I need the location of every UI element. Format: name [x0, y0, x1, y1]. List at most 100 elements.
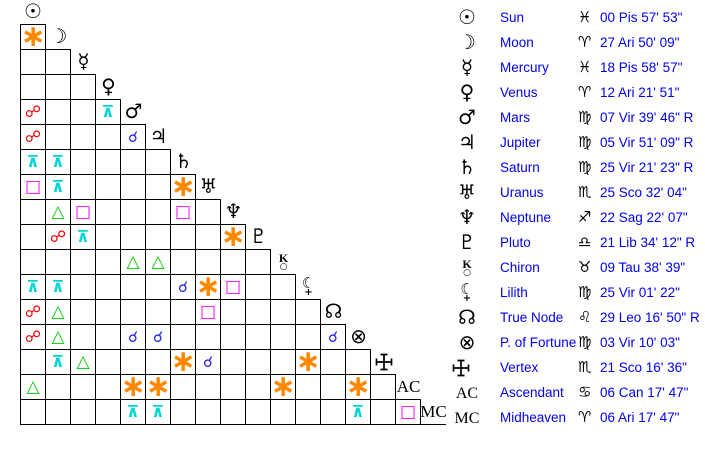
aspect-cell-saturn-venus — [95, 149, 121, 175]
aspect-cell-pluto-uranus — [195, 224, 221, 250]
aspect-cell-true-node-moon: △ — [45, 299, 71, 325]
aspect-cell-venus-mercury — [70, 74, 96, 100]
planet-name: Mercury — [500, 60, 549, 75]
sign-icon: ♎ — [578, 233, 592, 251]
ascendant-icon: AC — [455, 384, 479, 402]
table-row-sun: ☉ Sun ♓ 00 Pis 57' 53" — [452, 5, 705, 30]
aspect-cell-saturn-sun: ⊼ — [20, 149, 46, 175]
sign-icon: ♍ — [578, 108, 592, 126]
aspect-cell-uranus-sun: □ — [20, 174, 46, 200]
quincunx-icon: ⊼ — [51, 352, 65, 371]
aspect-cell-venus-moon — [45, 74, 71, 100]
aspect-cell-midheaven-jupiter: ⊼ — [145, 399, 171, 425]
aspect-cell-ascendant-jupiter: ∗ — [145, 372, 171, 402]
planet-position: 05 Vir 51' 09" R — [600, 135, 694, 150]
pluto-icon: ♇ — [458, 229, 476, 254]
planet-name: Sun — [500, 10, 525, 25]
sextile-icon: ∗ — [195, 269, 221, 304]
aspect-cell-lilith-neptune: □ — [220, 274, 246, 300]
aspect-cell-true-node-chiron — [270, 299, 296, 325]
aspect-cell-saturn-mars — [120, 149, 146, 175]
aspect-cell-saturn-moon: ⊼ — [45, 149, 71, 175]
sign-icon: ♈ — [578, 33, 592, 51]
opposition-icon: ☍ — [24, 102, 42, 121]
sign-icon: ♍ — [578, 333, 592, 351]
sun-icon: ☉ — [24, 0, 42, 23]
aspect-cell-lilith-venus — [95, 274, 121, 300]
square-icon: □ — [24, 176, 42, 197]
aspect-cell-pluto-moon: ☍ — [45, 224, 71, 250]
aspect-cell-lilith-mars — [120, 274, 146, 300]
aspect-cell-chiron-neptune — [220, 249, 246, 275]
aspect-cell-p-of-fortune-pluto — [245, 324, 271, 350]
sextile-icon: ∗ — [170, 344, 196, 379]
grid-planet-lilith: ☾ + — [295, 274, 321, 300]
aspect-cell-ascendant-vertex — [370, 374, 396, 400]
grid-planet-pluto: ♇ — [245, 224, 271, 250]
planet-position: 12 Ari 21' 51" — [600, 85, 680, 100]
ascendant-icon: AC — [396, 377, 421, 396]
aspect-cell-neptune-jupiter — [145, 199, 171, 225]
aspect-cell-p-of-fortune-mercury — [70, 324, 96, 350]
aspect-cell-p-of-fortune-saturn — [170, 324, 196, 350]
aspect-cell-midheaven-moon — [45, 399, 71, 425]
saturn-icon: ♄ — [458, 154, 476, 179]
aspect-cell-ascendant-chiron: ∗ — [270, 369, 296, 404]
aspect-cell-true-node-lilith — [295, 299, 321, 325]
aspect-cell-lilith-saturn: ☌ — [170, 274, 196, 300]
quincunx-icon: ⊼ — [51, 177, 65, 196]
aspect-cell-p-of-fortune-venus — [95, 324, 121, 350]
aspect-cell-ascendant-pluto — [245, 374, 271, 400]
aspect-cell-chiron-jupiter: △ — [145, 249, 171, 275]
planet-glyph-cell: ♄ — [452, 155, 482, 181]
sign-icon: ♈ — [578, 408, 592, 426]
sign-icon: ♌ — [578, 308, 592, 326]
square-icon: □ — [224, 276, 242, 297]
conjunction-icon: ☌ — [127, 327, 139, 346]
planet-glyph-cell: AC — [452, 380, 482, 406]
aspect-cell-midheaven-neptune — [220, 399, 246, 425]
aspect-cell-true-node-uranus: □ — [195, 299, 221, 325]
opposition-icon: ☍ — [24, 327, 42, 346]
grid-planet-midheaven: MC — [420, 399, 447, 425]
aspect-cell-midheaven-vertex — [370, 399, 396, 425]
aspect-cell-mars-sun: ☍ — [20, 99, 46, 125]
aspect-cell-midheaven-venus — [95, 399, 121, 425]
planet-glyph-cell — [452, 359, 482, 377]
trine-icon: △ — [76, 351, 90, 372]
mercury-icon: ☿ — [77, 49, 90, 73]
quincunx-icon: ⊼ — [351, 402, 365, 421]
lilith-icon: ☾ + — [460, 280, 474, 304]
grid-planet-mars: ♂ — [120, 99, 146, 125]
sign-icon: ♏ — [578, 183, 592, 201]
sextile-icon: ∗ — [270, 369, 296, 404]
grid-planet-venus: ♀ — [95, 74, 121, 100]
aspect-cell-vertex-lilith: ∗ — [295, 344, 321, 379]
grid-planet-true-node: ☊ — [320, 299, 346, 325]
aspect-cell-true-node-saturn — [170, 299, 196, 325]
planet-name: Uranus — [500, 185, 544, 200]
aspect-cell-chiron-pluto — [245, 249, 271, 275]
aspect-cell-midheaven-sun — [20, 399, 46, 425]
aspect-cell-vertex-neptune — [220, 349, 246, 375]
planet-name: Midheaven — [500, 410, 567, 425]
planet-position: 03 Vir 10' 03" — [600, 335, 680, 350]
table-row-jupiter: ♃ Jupiter ♍ 05 Vir 51' 09" R — [452, 130, 705, 155]
planet-position: 00 Pis 57' 53" — [600, 10, 683, 25]
aspect-cell-pluto-saturn — [170, 224, 196, 250]
aspect-cell-true-node-mars — [120, 299, 146, 325]
sextile-icon: ∗ — [20, 19, 46, 54]
square-icon: □ — [74, 201, 92, 222]
sign-icon: ♐ — [578, 208, 592, 226]
aspect-cell-vertex-true-node — [320, 349, 346, 375]
aspect-cell-uranus-saturn: ∗ — [170, 172, 196, 202]
aspect-cell-vertex-pluto — [245, 349, 271, 375]
aspect-cell-vertex-uranus: ☌ — [195, 349, 221, 375]
planet-glyph-cell: ⊗ — [452, 330, 482, 356]
sextile-icon: ∗ — [295, 344, 321, 379]
opposition-icon: ☍ — [24, 302, 42, 321]
planet-name: Ascendant — [500, 385, 564, 400]
aspect-cell-pluto-mercury: ⊼ — [70, 224, 96, 250]
aspect-cell-p-of-fortune-jupiter: ☌ — [145, 324, 171, 350]
aspect-cell-true-node-venus — [95, 299, 121, 325]
